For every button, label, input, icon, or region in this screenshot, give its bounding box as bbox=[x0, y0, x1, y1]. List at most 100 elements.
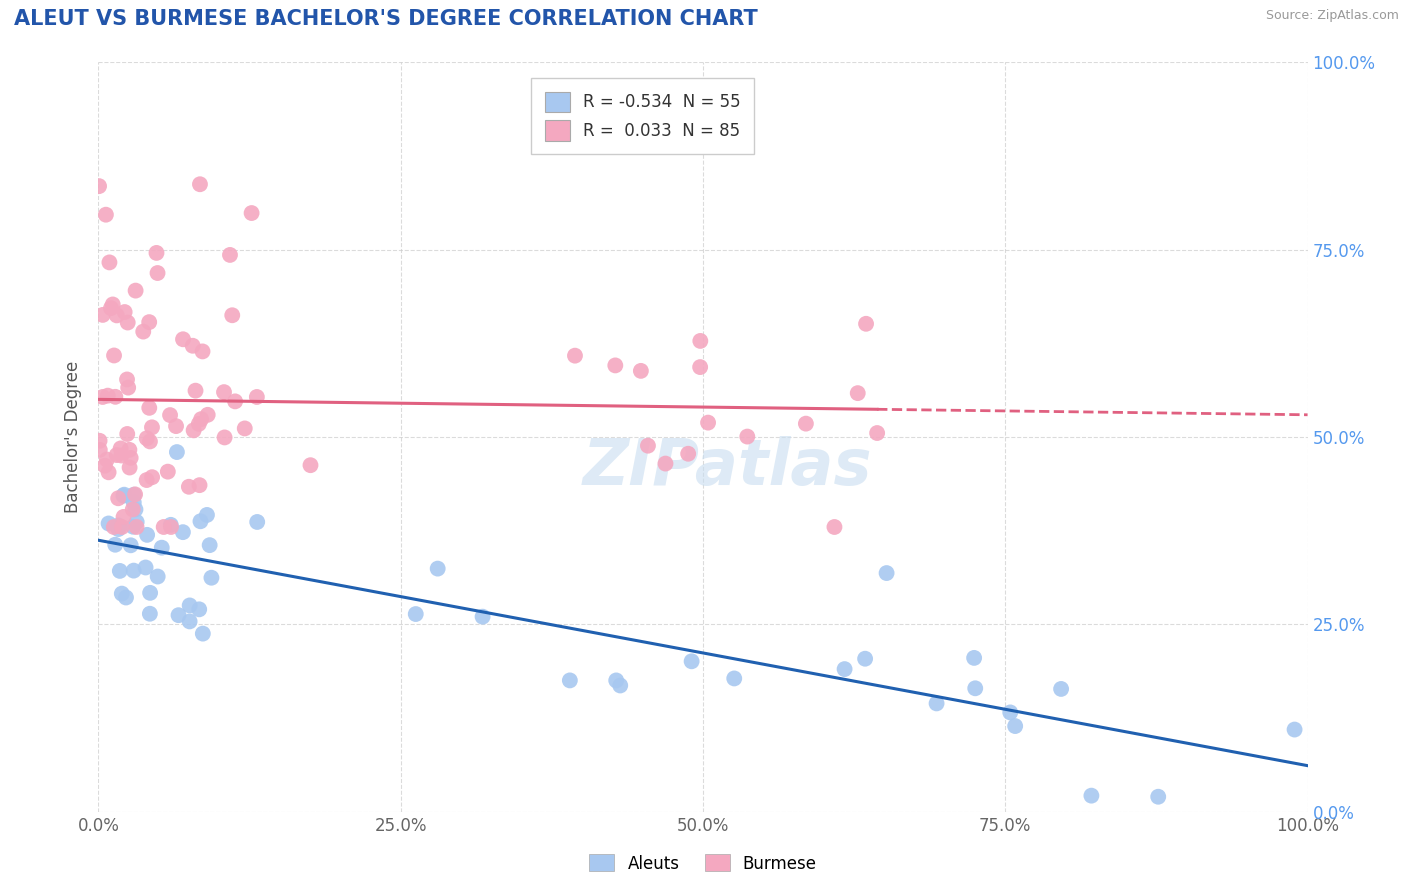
Point bbox=[139, 434, 162, 449]
Point bbox=[120, 450, 142, 465]
Point bbox=[125, 520, 148, 534]
Point bbox=[112, 488, 135, 502]
Point bbox=[115, 372, 138, 386]
Point bbox=[299, 458, 322, 473]
Point bbox=[676, 447, 699, 461]
Point bbox=[689, 360, 711, 375]
Point bbox=[94, 458, 117, 473]
Point bbox=[558, 673, 581, 688]
Point bbox=[125, 515, 148, 529]
Point bbox=[195, 508, 218, 522]
Point bbox=[118, 460, 141, 475]
Point bbox=[166, 445, 188, 459]
Point bbox=[183, 423, 205, 437]
Point bbox=[132, 325, 155, 339]
Point bbox=[146, 569, 169, 583]
Point bbox=[179, 615, 201, 629]
Point bbox=[1000, 706, 1022, 720]
Point bbox=[117, 427, 139, 442]
Point bbox=[214, 430, 236, 444]
Text: Source: ZipAtlas.com: Source: ZipAtlas.com bbox=[1265, 9, 1399, 22]
Point bbox=[188, 602, 211, 616]
Point bbox=[172, 332, 194, 346]
Point bbox=[605, 673, 627, 688]
Point bbox=[120, 538, 142, 552]
Point bbox=[855, 317, 877, 331]
Point bbox=[735, 429, 758, 443]
Point bbox=[122, 520, 145, 534]
Point bbox=[965, 681, 987, 696]
Point bbox=[221, 308, 243, 322]
Point bbox=[141, 420, 163, 434]
Point bbox=[138, 315, 160, 329]
Point bbox=[866, 425, 889, 440]
Point bbox=[471, 609, 494, 624]
Point bbox=[107, 522, 129, 536]
Point bbox=[103, 349, 125, 363]
Point bbox=[198, 538, 221, 552]
Point bbox=[167, 608, 190, 623]
Point bbox=[89, 442, 111, 457]
Point bbox=[1284, 723, 1306, 737]
Point bbox=[212, 385, 235, 400]
Point bbox=[94, 208, 117, 222]
Point bbox=[246, 390, 269, 404]
Point bbox=[564, 349, 586, 363]
Point bbox=[853, 651, 876, 665]
Point bbox=[135, 560, 157, 574]
Point bbox=[172, 525, 194, 540]
Point bbox=[136, 528, 159, 542]
Point bbox=[1050, 681, 1073, 696]
Point bbox=[121, 502, 143, 516]
Point bbox=[188, 178, 211, 192]
Point bbox=[96, 452, 118, 467]
Point bbox=[190, 514, 212, 528]
Point bbox=[233, 421, 256, 435]
Point bbox=[122, 564, 145, 578]
Point bbox=[159, 408, 181, 422]
Point bbox=[150, 541, 173, 555]
Point bbox=[609, 678, 631, 692]
Point bbox=[165, 419, 187, 434]
Point bbox=[114, 305, 136, 319]
Point bbox=[246, 515, 269, 529]
Legend: R = -0.534  N = 55, R =  0.033  N = 85: R = -0.534 N = 55, R = 0.033 N = 85 bbox=[531, 78, 754, 154]
Legend: Aleuts, Burmese: Aleuts, Burmese bbox=[582, 847, 824, 880]
Point bbox=[139, 586, 162, 600]
Point bbox=[605, 359, 627, 373]
Point bbox=[124, 502, 146, 516]
Point bbox=[156, 465, 179, 479]
Point bbox=[191, 344, 214, 359]
Y-axis label: Bachelor's Degree: Bachelor's Degree bbox=[65, 361, 83, 513]
Point bbox=[118, 442, 141, 457]
Point bbox=[177, 480, 200, 494]
Point bbox=[630, 364, 652, 378]
Point bbox=[115, 591, 138, 605]
Point bbox=[823, 520, 845, 534]
Point bbox=[91, 308, 114, 322]
Point bbox=[1004, 719, 1026, 733]
Point bbox=[135, 473, 157, 487]
Point bbox=[681, 654, 703, 668]
Point bbox=[876, 566, 898, 580]
Point bbox=[122, 488, 145, 502]
Point bbox=[107, 518, 129, 533]
Point bbox=[834, 662, 856, 676]
Point bbox=[101, 297, 124, 311]
Point bbox=[135, 431, 157, 445]
Point bbox=[104, 390, 127, 404]
Point bbox=[105, 309, 128, 323]
Point bbox=[219, 248, 242, 262]
Point bbox=[654, 457, 676, 471]
Point bbox=[138, 401, 160, 415]
Point bbox=[141, 470, 163, 484]
Point bbox=[200, 571, 222, 585]
Point bbox=[637, 439, 659, 453]
Point bbox=[963, 651, 986, 665]
Point bbox=[925, 697, 948, 711]
Point bbox=[139, 607, 162, 621]
Point bbox=[117, 381, 139, 395]
Point bbox=[152, 520, 174, 534]
Point bbox=[97, 516, 120, 531]
Point bbox=[122, 495, 145, 509]
